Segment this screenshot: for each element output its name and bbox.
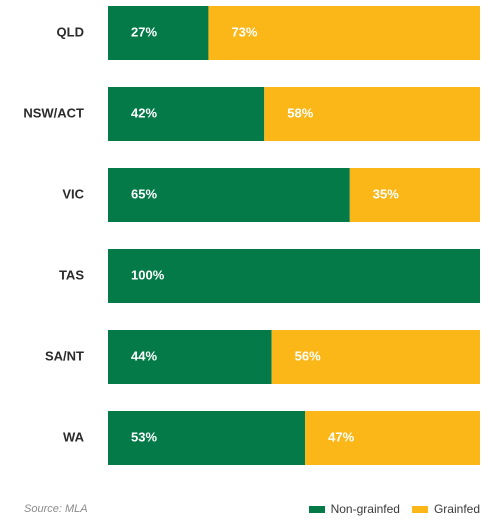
data-label-non-grainfed-tas: 100% bbox=[131, 267, 165, 282]
category-label-nsw-act: NSW/ACT bbox=[23, 105, 84, 120]
bar-grainfed-nsw-act bbox=[264, 87, 480, 141]
data-label-non-grainfed-sa-nt: 44% bbox=[131, 348, 157, 363]
legend-item-grainfed: Grainfed bbox=[411, 502, 480, 516]
data-label-non-grainfed-qld: 27% bbox=[131, 24, 157, 39]
bar-non-grainfed-wa bbox=[108, 411, 306, 465]
category-label-wa: WA bbox=[63, 429, 85, 444]
legend-swatch-non-grainfed bbox=[308, 505, 325, 513]
legend-label-non-grainfed: Non-grainfed bbox=[330, 502, 400, 516]
data-label-non-grainfed-nsw-act: 42% bbox=[131, 105, 157, 120]
bar-grainfed-wa bbox=[305, 411, 480, 465]
bar-grainfed-sa-nt bbox=[271, 330, 480, 384]
legend-swatch-grainfed bbox=[411, 505, 428, 513]
bar-non-grainfed-vic bbox=[108, 168, 350, 222]
legend-label-grainfed: Grainfed bbox=[433, 502, 480, 516]
category-label-qld: QLD bbox=[57, 24, 84, 39]
data-label-grainfed-wa: 47% bbox=[328, 429, 354, 444]
data-label-grainfed-qld: 73% bbox=[231, 24, 257, 39]
data-label-grainfed-vic: 35% bbox=[373, 186, 399, 201]
data-label-non-grainfed-wa: 53% bbox=[131, 429, 157, 444]
legend: Non-grainfed Grainfed bbox=[303, 502, 480, 516]
bar-non-grainfed-sa-nt bbox=[108, 330, 272, 384]
category-label-vic: VIC bbox=[62, 186, 84, 201]
bar-non-grainfed-tas bbox=[108, 249, 480, 303]
bar-grainfed-qld bbox=[208, 6, 480, 60]
bar-non-grainfed-qld bbox=[108, 6, 209, 60]
category-label-tas: TAS bbox=[59, 267, 84, 282]
source-note: Source: MLA bbox=[24, 503, 88, 515]
bar-grainfed-vic bbox=[349, 168, 480, 222]
data-label-grainfed-sa-nt: 56% bbox=[295, 348, 321, 363]
category-label-sa-nt: SA/NT bbox=[45, 348, 84, 363]
bar-non-grainfed-nsw-act bbox=[108, 87, 265, 141]
data-label-grainfed-nsw-act: 58% bbox=[287, 105, 313, 120]
data-label-non-grainfed-vic: 65% bbox=[131, 186, 157, 201]
stacked-bar-chart: QLD 27% 73% NSW/ACT 42% 58% VIC 65% 35% TAS 100% SA… bbox=[23, 6, 480, 465]
legend-item-non-grainfed: Non-grainfed bbox=[308, 502, 400, 516]
